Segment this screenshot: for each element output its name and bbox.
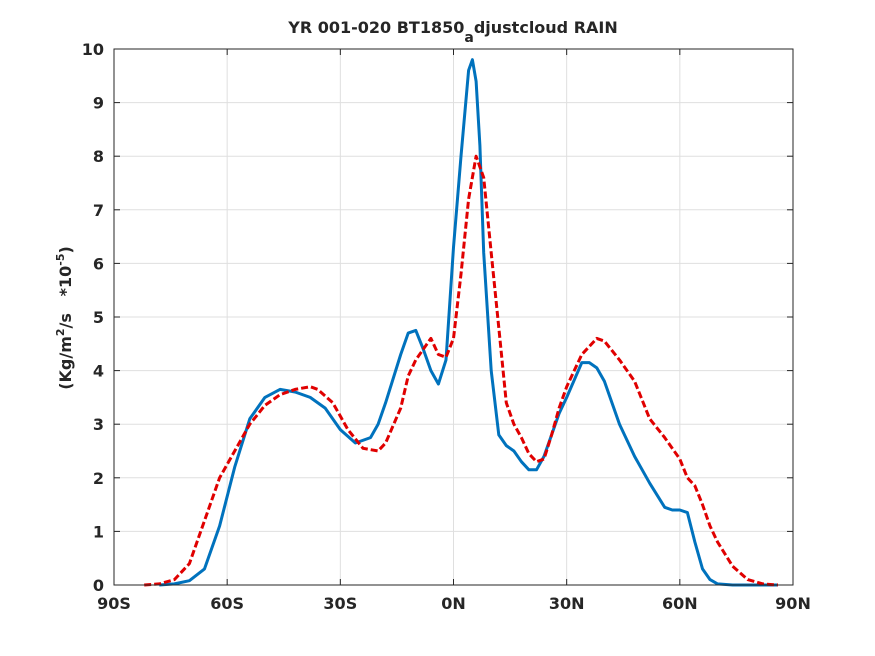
y-tick-label: 3 xyxy=(93,415,104,434)
x-tick-label: 0N xyxy=(441,594,466,613)
y-tick-label: 5 xyxy=(93,308,104,327)
y-tick-label: 9 xyxy=(93,94,104,113)
y-axis-label-exp2: -5 xyxy=(54,254,67,266)
y-axis-label-close: ) xyxy=(56,246,75,253)
y-tick-label: 7 xyxy=(93,201,104,220)
y-tick-label: 2 xyxy=(93,469,104,488)
x-tick-label: 60N xyxy=(662,594,698,613)
series-line-2 xyxy=(144,154,779,587)
y-axis-label-mid: /s *10 xyxy=(56,266,75,329)
x-tick-label: 60S xyxy=(210,594,244,613)
y-tick-label: 0 xyxy=(93,576,104,595)
series-layer xyxy=(144,58,779,587)
series-line-1 xyxy=(159,58,778,587)
x-tick-label: 30N xyxy=(549,594,585,613)
x-tick-label: 90N xyxy=(775,594,811,613)
x-tick-label: 90S xyxy=(97,594,131,613)
x-tick-label: 30S xyxy=(323,594,357,613)
y-axis-label: (Kg/m2/s *10-5) xyxy=(54,246,75,390)
y-tick-label: 1 xyxy=(93,522,104,541)
y-axis-label-open: (Kg/m xyxy=(56,336,75,390)
y-tick-label: 4 xyxy=(93,362,104,381)
y-tick-label: 8 xyxy=(93,147,104,166)
y-axis-label-exp1: 2 xyxy=(54,328,67,336)
y-tick-label: 10 xyxy=(82,40,104,59)
chart-title-rest: djustcloud RAIN xyxy=(474,18,618,37)
chart-title-subscript: a xyxy=(464,30,473,46)
y-tick-label: 6 xyxy=(93,254,104,273)
tick-labels: 90S 60S 30S 0N 30N 60N 90N 0 1 2 3 4 5 6 7 8 9 10 xyxy=(82,40,811,613)
axes xyxy=(113,48,794,586)
chart-title: YR 001-020 BT1850adjustcloud RAIN xyxy=(287,18,618,46)
chart-title-main: YR 001-020 BT1850 xyxy=(287,18,464,37)
